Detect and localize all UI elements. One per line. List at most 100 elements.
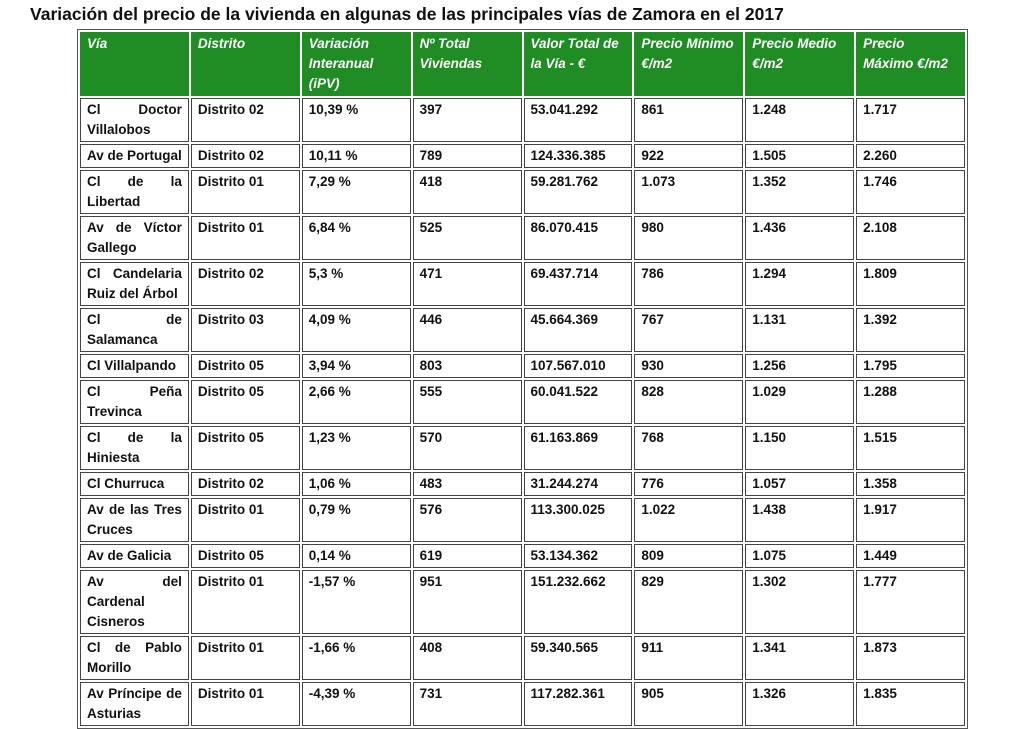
- table-cell: 951: [412, 570, 522, 634]
- table-row: Cl de Salamanca Distrito 03 4,09 % 446 45.66…: [80, 308, 965, 352]
- table-cell: 59.340.565: [523, 636, 633, 680]
- table-row: Cl Peña Trevinca Distrito 05 2,66 % 555 60.0…: [80, 380, 965, 424]
- table-cell: Av del Cardenal Cisneros: [80, 570, 189, 634]
- table-cell: 2.260: [856, 144, 965, 168]
- table-cell: 1.294: [745, 262, 855, 306]
- table-cell: 124.336.385: [523, 144, 633, 168]
- table-cell: Av de Galicia: [80, 544, 189, 568]
- table-cell: 1.358: [856, 472, 965, 496]
- table-cell: 418: [412, 170, 522, 214]
- table-cell: Av de Víctor Gallego: [80, 216, 189, 260]
- table-cell: 45.664.369: [523, 308, 633, 352]
- table-cell: Distrito 05: [190, 380, 300, 424]
- table-cell: Cl de Salamanca: [80, 308, 189, 352]
- table-cell: 1.341: [745, 636, 855, 680]
- table-cell: 1.073: [634, 170, 744, 214]
- table-cell: 1.075: [745, 544, 855, 568]
- table-cell: 1.505: [745, 144, 855, 168]
- table-cell: Cl de la Libertad: [80, 170, 189, 214]
- table-cell: Distrito 02: [190, 472, 300, 496]
- table-cell: 576: [412, 498, 522, 542]
- table-cell: 525: [412, 216, 522, 260]
- table-cell: 1.057: [745, 472, 855, 496]
- table-cell: 60.041.522: [523, 380, 633, 424]
- table-body: Cl Doctor Villalobos Distrito 02 10,39 % 39…: [80, 98, 965, 726]
- table-cell: -1,57 %: [301, 570, 411, 634]
- table-cell: 53.041.292: [523, 98, 633, 142]
- table-cell: 809: [634, 544, 744, 568]
- table-row: Cl Villalpando Distrito 05 3,94 % 803 107.56…: [80, 354, 965, 378]
- table-cell: -4,39 %: [301, 682, 411, 726]
- table-cell: 2,66 %: [301, 380, 411, 424]
- table-row: Cl de Pablo Morillo Distrito 01 -1,66 % 408…: [80, 636, 965, 680]
- table-cell: 1.302: [745, 570, 855, 634]
- table-cell: 10,11 %: [301, 144, 411, 168]
- table-row: Cl de la Libertad Distrito 01 7,29 % 418 59.…: [80, 170, 965, 214]
- price-table: Vía Distrito Variación Interanual (iPV) Nº …: [77, 29, 968, 729]
- table-cell: 86.070.415: [523, 216, 633, 260]
- table-cell: 803: [412, 354, 522, 378]
- table-cell: 5,3 %: [301, 262, 411, 306]
- table-cell: 1.288: [856, 380, 965, 424]
- table-cell: Cl Peña Trevinca: [80, 380, 189, 424]
- table-cell: 768: [634, 426, 744, 470]
- table-cell: Distrito 01: [190, 216, 300, 260]
- table-cell: 1.449: [856, 544, 965, 568]
- table-cell: 0,79 %: [301, 498, 411, 542]
- header-cell: Nº Total Viviendas: [412, 32, 522, 96]
- table-cell: 1.809: [856, 262, 965, 306]
- table-header: Vía Distrito Variación Interanual (iPV) Nº …: [80, 32, 965, 96]
- table-cell: 53.134.362: [523, 544, 633, 568]
- table-cell: 1.795: [856, 354, 965, 378]
- table-cell: 1.438: [745, 498, 855, 542]
- table-cell: 59.281.762: [523, 170, 633, 214]
- table-row: Cl Candelaria Ruiz del Árbol Distrito 02 5…: [80, 262, 965, 306]
- table-cell: 619: [412, 544, 522, 568]
- table-cell: 1,23 %: [301, 426, 411, 470]
- header-cell: Valor Total de la Vía - €: [523, 32, 633, 96]
- table-cell: 930: [634, 354, 744, 378]
- table-cell: 397: [412, 98, 522, 142]
- table-cell: 3,94 %: [301, 354, 411, 378]
- table-cell: 789: [412, 144, 522, 168]
- table-cell: 1.022: [634, 498, 744, 542]
- header-cell: Precio Medio €/m2: [745, 32, 855, 96]
- table-cell: Av Príncipe de Asturias: [80, 682, 189, 726]
- table-cell: -1,66 %: [301, 636, 411, 680]
- table-cell: Cl Candelaria Ruiz del Árbol: [80, 262, 189, 306]
- table-cell: 1.326: [745, 682, 855, 726]
- title: Variación del precio de la vivienda en a…: [30, 4, 784, 24]
- table-cell: 2.108: [856, 216, 965, 260]
- table-cell: Cl de Pablo Morillo: [80, 636, 189, 680]
- table-cell: 1.029: [745, 380, 855, 424]
- table-cell: 828: [634, 380, 744, 424]
- table-cell: 1,06 %: [301, 472, 411, 496]
- table-row: Av de Víctor Gallego Distrito 01 6,84 % 525…: [80, 216, 965, 260]
- table-cell: 1.717: [856, 98, 965, 142]
- table-cell: Distrito 01: [190, 570, 300, 634]
- table-cell: Distrito 01: [190, 498, 300, 542]
- table-cell: 555: [412, 380, 522, 424]
- table-cell: Distrito 01: [190, 636, 300, 680]
- table-cell: 829: [634, 570, 744, 634]
- table-cell: 151.232.662: [523, 570, 633, 634]
- table-cell: Distrito 01: [190, 682, 300, 726]
- table-row: Av Príncipe de Asturias Distrito 01 -4,39 …: [80, 682, 965, 726]
- table-cell: 6,84 %: [301, 216, 411, 260]
- table-cell: 471: [412, 262, 522, 306]
- table-cell: 767: [634, 308, 744, 352]
- table-cell: 408: [412, 636, 522, 680]
- table-cell: 731: [412, 682, 522, 726]
- table-cell: 1.835: [856, 682, 965, 726]
- table-cell: 61.163.869: [523, 426, 633, 470]
- table-cell: 1.248: [745, 98, 855, 142]
- table-cell: Distrito 02: [190, 262, 300, 306]
- table-cell: Distrito 05: [190, 426, 300, 470]
- header-row: Vía Distrito Variación Interanual (iPV) Nº …: [80, 32, 965, 96]
- table-cell: 0,14 %: [301, 544, 411, 568]
- table-cell: Av de las Tres Cruces: [80, 498, 189, 542]
- table-row: Av de Portugal Distrito 02 10,11 % 789 124.3…: [80, 144, 965, 168]
- table-cell: 7,29 %: [301, 170, 411, 214]
- table-cell: Distrito 05: [190, 544, 300, 568]
- header-cell: Vía: [80, 32, 189, 96]
